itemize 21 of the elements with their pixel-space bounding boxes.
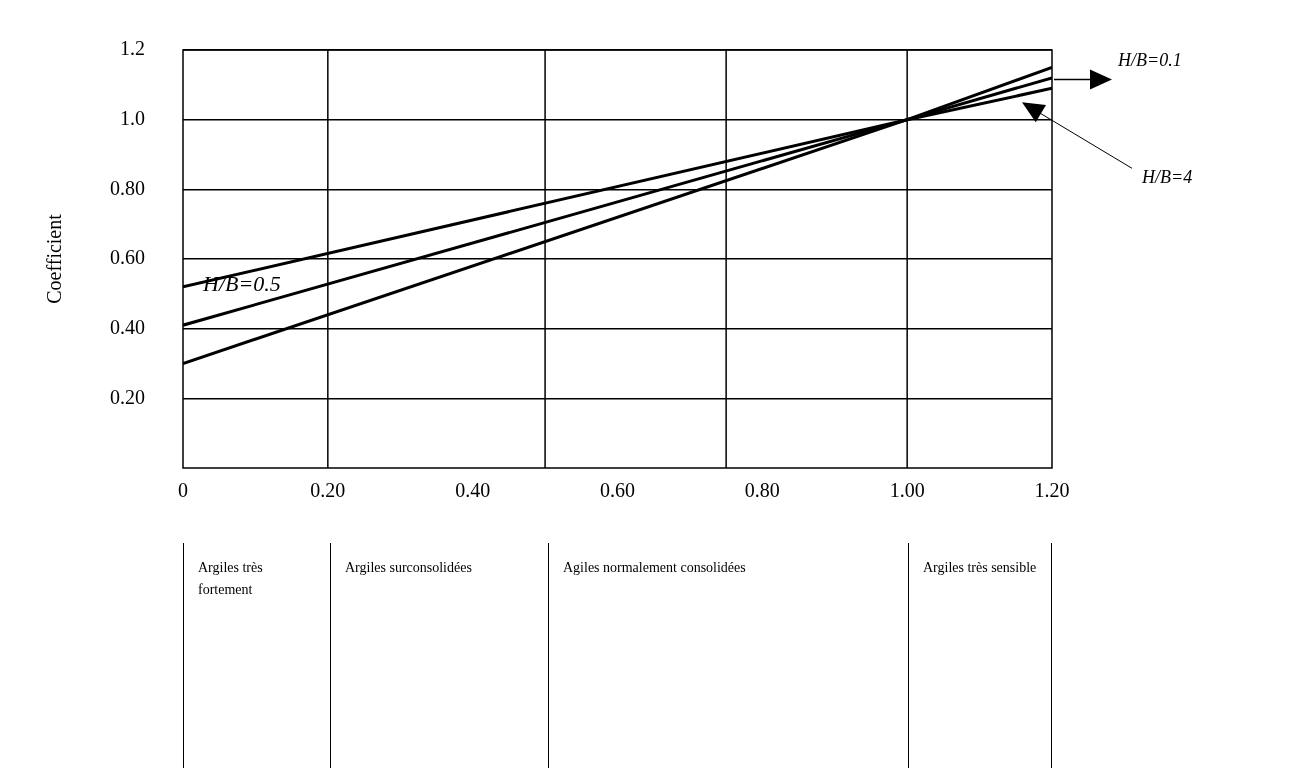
x-tick-label: 0.80 (744, 479, 780, 502)
y-tick-label: 0.20 (110, 385, 145, 408)
y-tick-label: 0.40 (110, 315, 145, 338)
text: Argiles très fortement (183, 543, 330, 768)
series-label: H/B=0.5 (202, 270, 281, 296)
x-tick-label: 0.20 (310, 479, 346, 502)
y-axis-title: Coefficient (43, 213, 66, 304)
x-tick-label: 0 (178, 479, 188, 502)
text: Agiles normalement consolidées (548, 543, 908, 768)
text: H/B=0.1 (1117, 50, 1182, 71)
y-tick-label: 0.60 (110, 246, 145, 269)
text: Argiles très sensible (908, 543, 1052, 768)
text: Argiles surconsolidées (330, 543, 548, 768)
x-tick-label: 1.20 (1034, 479, 1070, 502)
x-tick-label: 0.60 (600, 479, 635, 502)
x-tick-label: 1.00 (889, 479, 925, 502)
y-tick-label: 0.80 (110, 176, 145, 199)
x-tick-label: 0.40 (455, 479, 491, 502)
text: H/B=4 (1141, 167, 1193, 188)
y-tick-label: 1.0 (120, 106, 145, 129)
y-tick-label: 1.2 (120, 37, 145, 60)
